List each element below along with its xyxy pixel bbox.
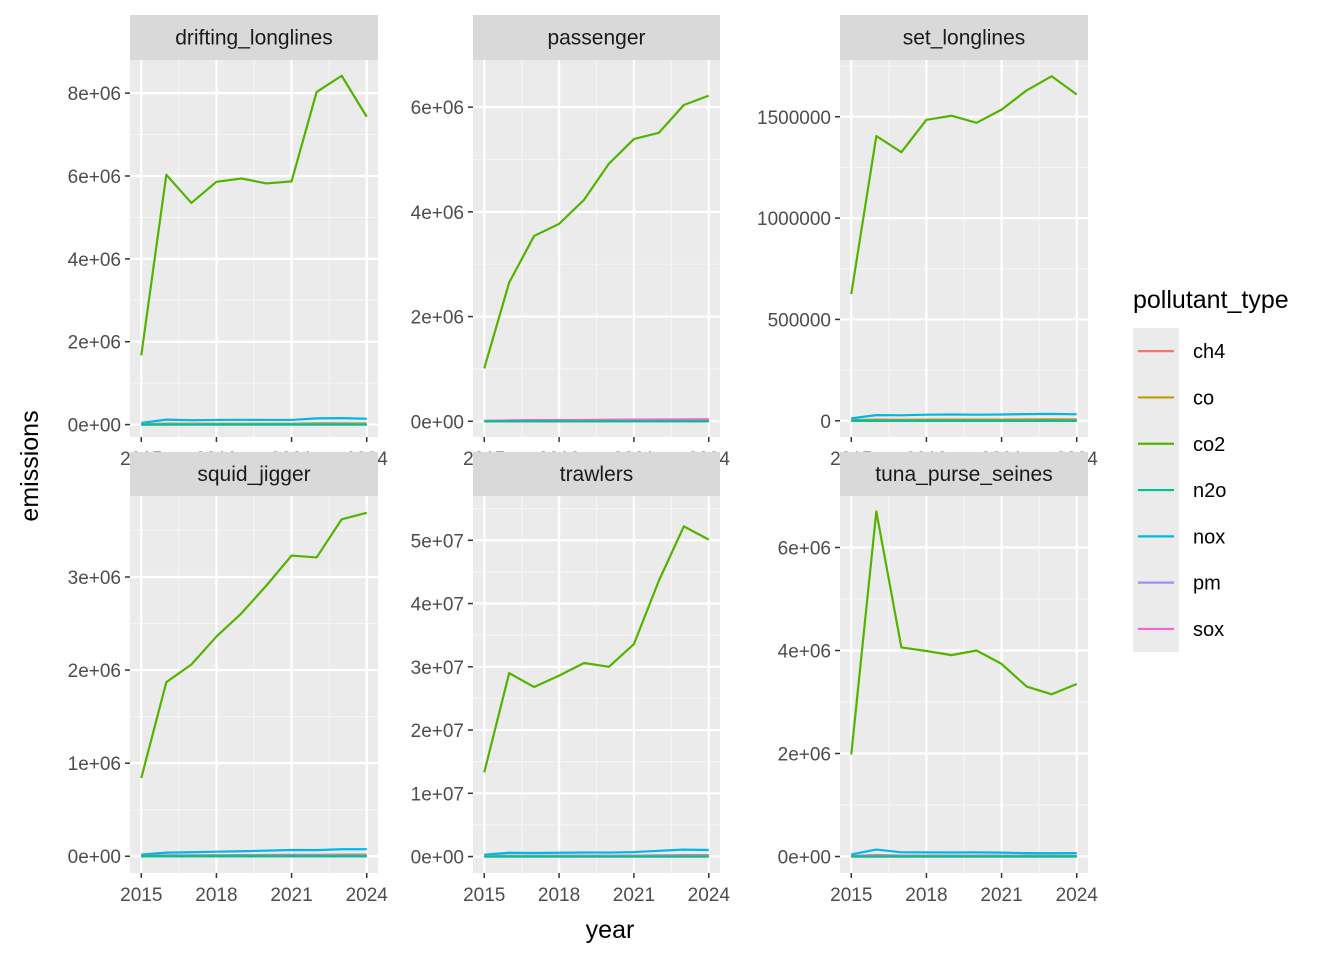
y-tick-label: 0 xyxy=(820,412,831,433)
facet-strip-label: set_longlines xyxy=(903,27,1026,50)
legend-label: ch4 xyxy=(1193,341,1225,363)
facet-set_longlines: set_longlines050000010000001500000201520… xyxy=(757,15,1098,470)
legend-label: sox xyxy=(1193,619,1224,641)
series-line-co2 xyxy=(483,94,710,369)
y-tick-label: 0e+00 xyxy=(411,412,464,433)
y-tick-label: 4e+07 xyxy=(411,595,464,616)
y-tick-label: 4e+06 xyxy=(411,203,464,224)
legend-item-n2o: n2o xyxy=(1138,480,1226,502)
facet-strip xyxy=(130,15,378,60)
series-line-nox xyxy=(484,848,709,856)
facet-strip-label: trawlers xyxy=(560,463,634,486)
y-tick-label: 3e+06 xyxy=(68,568,121,589)
series-line-co2 xyxy=(140,74,368,356)
x-tick-label: 2015 xyxy=(830,885,872,906)
x-tick-label: 2018 xyxy=(195,885,237,906)
y-tick-label: 4e+06 xyxy=(68,250,121,271)
x-tick-label: 2018 xyxy=(538,885,580,906)
facet-strip xyxy=(473,452,720,496)
facet-strip xyxy=(130,452,378,496)
y-tick-label: 0e+00 xyxy=(778,848,831,869)
legend-item-nox: nox xyxy=(1138,526,1225,548)
series-line-co2 xyxy=(140,511,368,779)
legend-item-co2: co2 xyxy=(1138,434,1225,456)
series-line-co2 xyxy=(850,75,1078,295)
y-tick-label: 5e+07 xyxy=(411,531,464,552)
x-tick-label: 2021 xyxy=(270,885,312,906)
x-tick-label: 2024 xyxy=(346,885,389,906)
legend-label: nox xyxy=(1193,526,1225,548)
y-tick-label: 0e+00 xyxy=(68,847,121,868)
facet-strip-label: drifting_longlines xyxy=(175,27,333,50)
x-tick-label: 2015 xyxy=(120,885,162,906)
y-tick-label: 8e+06 xyxy=(68,84,121,105)
y-tick-label: 3e+07 xyxy=(411,658,464,679)
facet-drifting_longlines: drifting_longlines 0e+00 2e+06 4e+06 6e+06 8e… xyxy=(68,15,388,470)
series-line-nox xyxy=(141,848,367,856)
series-line-nox xyxy=(141,417,367,425)
y-tick-label: 500000 xyxy=(768,310,831,331)
y-axis-title: emissions xyxy=(16,410,44,521)
x-tick-label: 2024 xyxy=(688,885,731,906)
y-tick-label: 6e+06 xyxy=(68,167,121,188)
series-line-co2 xyxy=(483,525,710,773)
facet-trawlers: trawlers 0e+00 1e+07 2e+07 3e+07 4e+07 5e+07 20… xyxy=(411,452,731,906)
y-tick-label: 2e+07 xyxy=(411,721,464,742)
y-tick-label: 2e+06 xyxy=(411,308,464,329)
facet-strip xyxy=(840,452,1088,496)
legend-item-co: co xyxy=(1138,387,1214,409)
legend-item-sox: sox xyxy=(1138,619,1224,641)
x-tick-label: 2021 xyxy=(613,885,655,906)
legend-label: pm xyxy=(1193,573,1221,595)
facet-strip-label: tuna_purse_seines xyxy=(875,463,1052,486)
y-tick-label: 1e+07 xyxy=(411,784,464,805)
x-axis-title: year xyxy=(586,916,635,944)
legend: pollutant_type ch4 co co2 n2o nox pm sox xyxy=(1133,286,1289,653)
y-tick-label: 6e+06 xyxy=(411,98,464,119)
legend-title: pollutant_type xyxy=(1133,286,1289,314)
y-tick-label: 2e+06 xyxy=(68,661,121,682)
x-tick-label: 2015 xyxy=(463,885,505,906)
series-line-co2 xyxy=(850,510,1078,755)
legend-item-ch4: ch4 xyxy=(1138,341,1225,363)
facet-strip-label: passenger xyxy=(547,27,645,50)
y-tick-label: 0e+00 xyxy=(68,416,121,437)
facet-strip xyxy=(473,15,720,60)
facet-squid_jigger: squid_jigger 0e+00 1e+06 2e+06 3e+06 2015 2018… xyxy=(68,452,389,906)
facet-tuna_purse_seines: tuna_purse_seines 0e+00 2e+06 4e+06 6e+06 201… xyxy=(778,452,1099,906)
facet-strip xyxy=(840,15,1088,60)
series-line-nox xyxy=(851,412,1077,420)
facet-strip-label: squid_jigger xyxy=(197,463,310,486)
legend-label: co xyxy=(1193,387,1214,409)
x-tick-label: 2024 xyxy=(1056,885,1099,906)
facet-panels: drifting_longlines 0e+00 2e+06 4e+06 6e+06 8e… xyxy=(68,15,1099,906)
x-tick-label: 2021 xyxy=(980,885,1022,906)
x-tick-label: 2018 xyxy=(905,885,947,906)
y-tick-label: 1000000 xyxy=(757,209,831,230)
legend-label: n2o xyxy=(1193,480,1226,502)
y-tick-label: 2e+06 xyxy=(778,745,831,766)
y-tick-label: 1500000 xyxy=(757,108,831,129)
y-tick-label: 2e+06 xyxy=(68,333,121,354)
y-tick-label: 4e+06 xyxy=(778,642,831,663)
series-line-nox xyxy=(851,848,1077,856)
y-tick-label: 0e+00 xyxy=(411,848,464,869)
legend-label: co2 xyxy=(1193,434,1225,456)
y-tick-label: 1e+06 xyxy=(68,754,121,775)
facet-passenger: passenger0e+002e+064e+066e+0620152018202… xyxy=(411,15,730,470)
y-tick-label: 6e+06 xyxy=(778,539,831,560)
legend-item-pm: pm xyxy=(1138,573,1221,595)
